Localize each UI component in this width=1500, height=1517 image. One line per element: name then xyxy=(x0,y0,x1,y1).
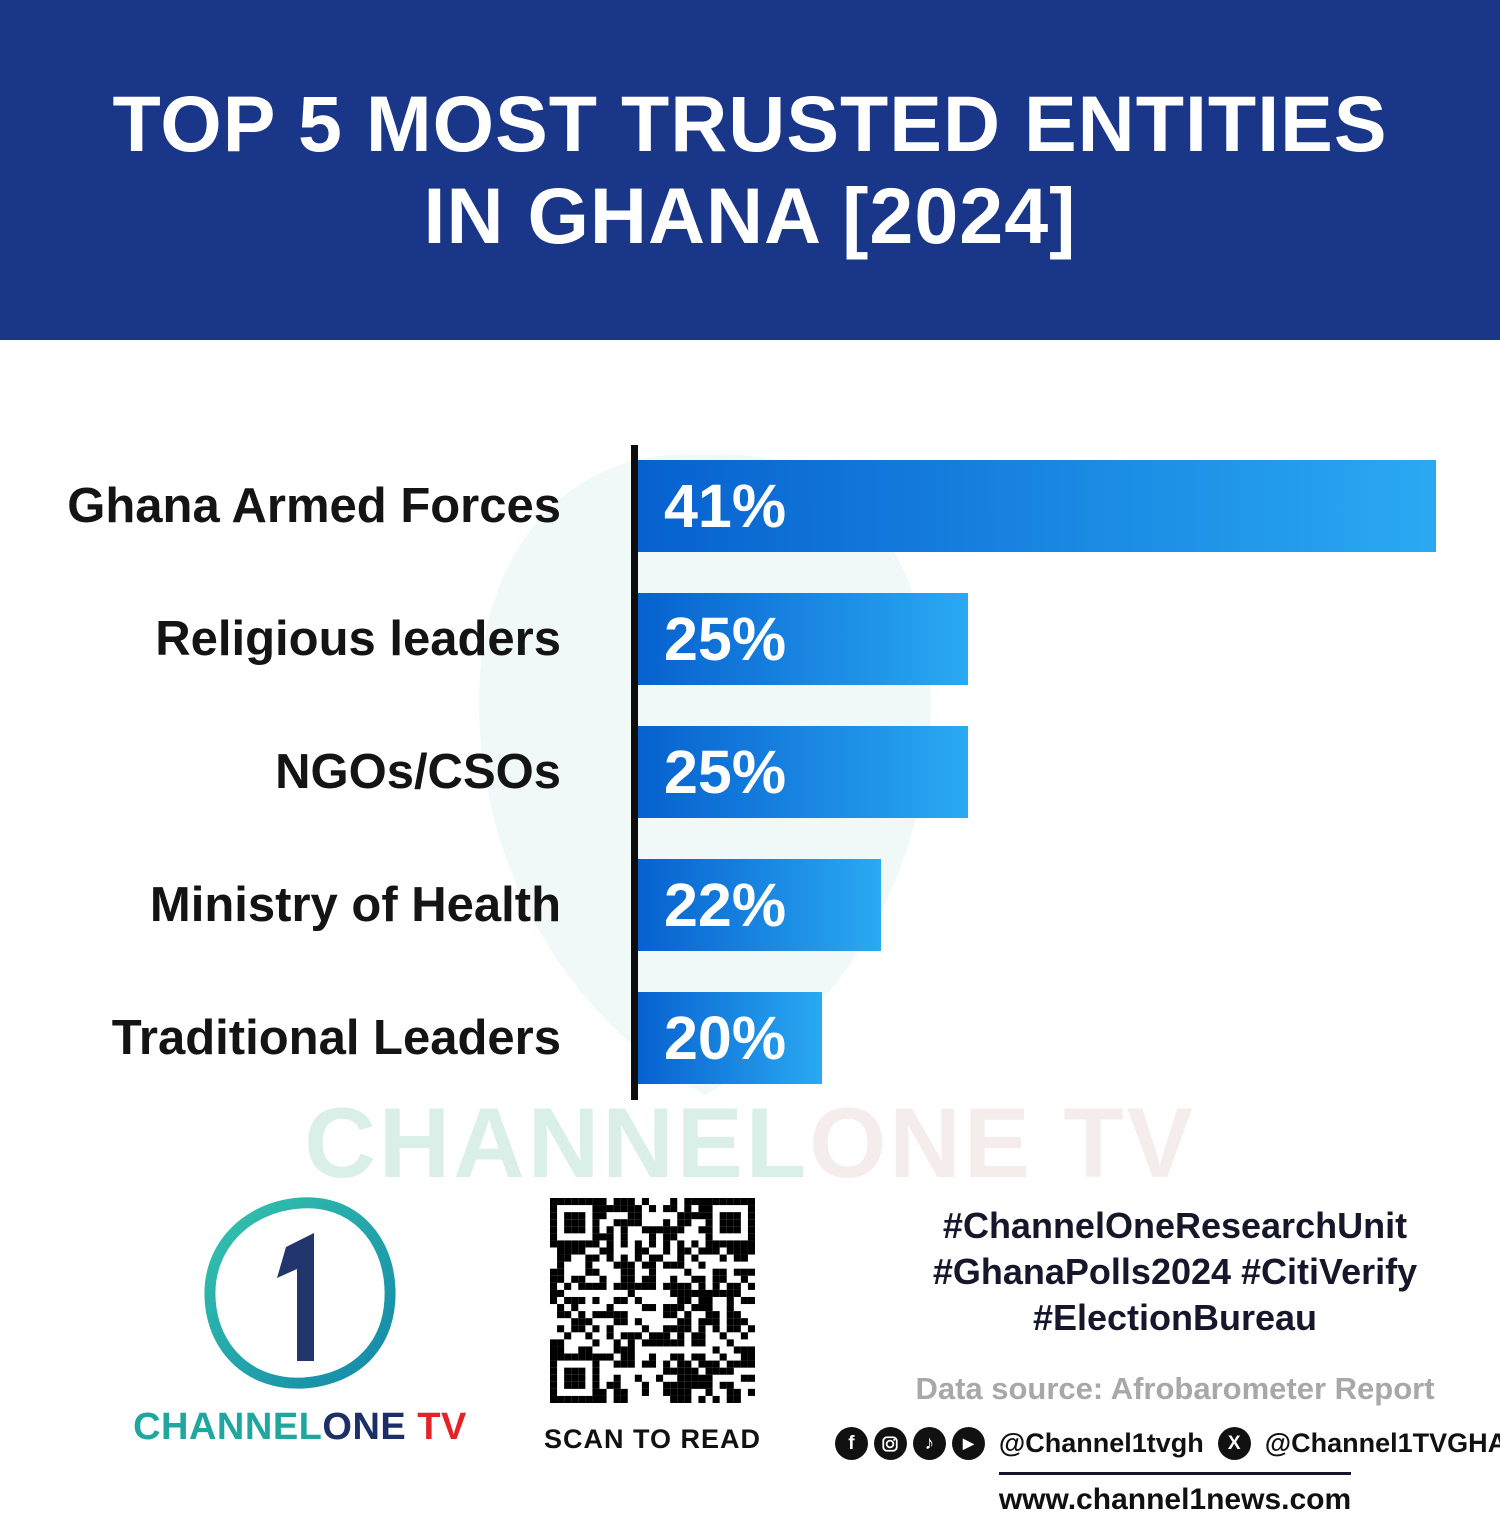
bar-row: Religious leaders 25% xyxy=(0,593,1500,685)
bar-label: NGOs/CSOs xyxy=(275,745,561,799)
social-row: f ♪ ▶ @Channel1tvgh X @Channel1TVGHA xyxy=(834,1427,1500,1461)
hashtag-line2: #GhanaPolls2024 #CitiVerify xyxy=(932,1251,1418,1293)
bar-row: Ghana Armed Forces 41% xyxy=(0,460,1500,552)
hashtag-line3: #ElectionBureau xyxy=(1032,1297,1318,1339)
x-icon: X xyxy=(1217,1427,1251,1461)
wordmark-channel: CHANNEL xyxy=(133,1406,323,1448)
hashtag-line1: #ChannelOneResearchUnit xyxy=(942,1205,1408,1246)
bar-row: Traditional Leaders 20% xyxy=(0,992,1500,1084)
social-handle-2: @Channel1TVGHA xyxy=(1264,1428,1500,1459)
bar-label: Ghana Armed Forces xyxy=(67,479,561,533)
bar-value: 20% xyxy=(664,1004,787,1072)
bar-track: 25% xyxy=(595,726,1500,818)
bar-row: Ministry of Health 22% xyxy=(0,859,1500,951)
bar: 22% xyxy=(638,859,881,951)
bar: 25% xyxy=(638,593,968,685)
tiktok-icon: ♪ xyxy=(912,1427,946,1461)
channel-one-logo-icon xyxy=(204,1197,396,1389)
facebook-icon: f xyxy=(834,1427,868,1461)
youtube-icon: ▶ xyxy=(951,1427,985,1461)
bar-chart: Ghana Armed Forces 41% Religious leaders… xyxy=(0,460,1500,1084)
watermark-part1: CHANNEL xyxy=(304,1087,810,1198)
wordmark-tv: TV xyxy=(406,1406,467,1448)
bar-row: NGOs/CSOs 25% xyxy=(0,726,1500,818)
bar: 41% xyxy=(638,460,1436,552)
header-banner: TOP 5 MOST TRUSTED ENTITIES IN GHANA [20… xyxy=(0,0,1500,340)
wordmark-one: ONE xyxy=(322,1406,407,1448)
chart-axis-line xyxy=(631,445,638,1100)
data-source: Data source: Afrobarometer Report xyxy=(915,1371,1435,1407)
instagram-icon xyxy=(873,1427,907,1461)
qr-caption: SCAN TO READ xyxy=(543,1424,762,1454)
page-title-line2: IN GHANA [2024] xyxy=(423,171,1077,260)
bar-track: 22% xyxy=(595,859,1500,951)
bar-label: Ministry of Health xyxy=(149,878,561,932)
bar-label: Traditional Leaders xyxy=(111,1011,561,1065)
hashtags: #ChannelOneResearchUnit #GhanaPolls2024 … xyxy=(880,1203,1470,1341)
channel-one-logo-block: CHANNELONE TV xyxy=(125,1193,475,1449)
page-title-line1: TOP 5 MOST TRUSTED ENTITIES xyxy=(112,79,1388,169)
bar-value: 41% xyxy=(664,472,787,540)
bar-value: 25% xyxy=(664,605,787,673)
channel-one-text-watermark: CHANNELONE TV xyxy=(0,1086,1500,1200)
bar-label: Religious leaders xyxy=(155,612,561,666)
footer-info-block: #ChannelOneResearchUnit #GhanaPolls2024 … xyxy=(834,1203,1500,1517)
bar: 25% xyxy=(638,726,968,818)
bar-track: 20% xyxy=(595,992,1500,1084)
bar-track: 25% xyxy=(595,593,1500,685)
bar-value: 25% xyxy=(664,738,787,806)
bar-value: 22% xyxy=(664,871,787,939)
website-row: www.channel1news.com xyxy=(880,1472,1470,1517)
website-url: www.channel1news.com xyxy=(998,1472,1352,1517)
qr-code xyxy=(550,1198,755,1403)
bar-track: 41% xyxy=(595,460,1500,552)
qr-frame xyxy=(550,1198,755,1403)
social-handle-1: @Channel1tvgh xyxy=(998,1428,1204,1459)
qr-block: SCAN TO READ xyxy=(535,1198,770,1455)
bar: 20% xyxy=(638,992,822,1084)
watermark-part2: ONE TV xyxy=(809,1087,1196,1198)
channel-one-wordmark: CHANNELONE TV xyxy=(125,1406,475,1449)
